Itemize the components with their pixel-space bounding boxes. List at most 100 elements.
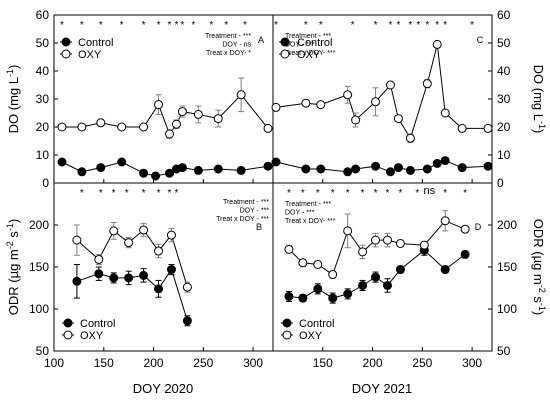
data-point-oxy: [301, 98, 311, 108]
data-point-oxy: [343, 90, 353, 100]
significance-star: *: [304, 20, 308, 31]
x-tick-label: 100: [44, 356, 64, 370]
data-point-control: [483, 161, 493, 171]
stats-line: DOY - ns: [222, 42, 251, 49]
data-point-oxy: [139, 122, 149, 132]
significance-star: *: [157, 20, 161, 31]
significance-star: *: [80, 20, 84, 31]
data-point-oxy: [96, 118, 106, 128]
y-tick-label: 50: [497, 344, 511, 358]
legend-label-control: Control: [297, 37, 332, 49]
significance-star: *: [191, 20, 195, 31]
stats-line: Treat x DOY- ***: [285, 218, 336, 225]
panel-letter: C: [477, 35, 484, 45]
data-point-control: [57, 157, 67, 167]
significance-star: *: [180, 20, 184, 31]
legend-marker-control: [61, 37, 71, 47]
data-point-oxy: [193, 109, 203, 119]
data-point-oxy: [109, 226, 119, 236]
panel-letter: D: [475, 222, 482, 232]
y-tick-label: 0: [42, 176, 49, 190]
data-point-oxy: [124, 238, 134, 248]
significance-star: *: [389, 20, 393, 31]
data-point-oxy: [57, 122, 67, 132]
significance-star: *: [112, 188, 116, 199]
y-tick-label: 150: [29, 260, 49, 274]
data-point-oxy: [371, 97, 381, 107]
significance-star: *: [142, 188, 146, 199]
data-point-oxy: [460, 224, 470, 234]
bottom-left-x-axis-title: DOY 2020: [133, 381, 193, 396]
significance-star: *: [435, 20, 439, 31]
significance-star: *: [243, 20, 247, 31]
data-point-oxy: [313, 259, 323, 269]
significance-star: *: [157, 188, 161, 199]
data-point-control: [124, 273, 134, 283]
data-point-control: [77, 167, 87, 177]
significance-star: *: [120, 20, 124, 31]
data-point-oxy: [385, 80, 395, 90]
data-point-control: [440, 156, 450, 166]
significance-star: *: [168, 20, 172, 31]
data-point-control: [177, 163, 187, 173]
significance-star: *: [374, 188, 378, 199]
data-point-control: [316, 164, 326, 174]
data-point-control: [166, 265, 176, 275]
significance-ns: ns: [423, 185, 435, 197]
data-point-control: [298, 293, 308, 303]
data-point-control: [154, 284, 164, 294]
y-tick-label: 40: [36, 64, 50, 78]
legend-marker-oxy: [61, 49, 71, 59]
data-point-oxy: [213, 114, 223, 124]
data-point-control: [385, 167, 395, 177]
legend-label-control: Control: [80, 318, 115, 330]
y-tick-label: 60: [36, 8, 50, 22]
data-point-oxy: [72, 235, 82, 245]
y-tick-label: 20: [36, 120, 50, 134]
significance-star: *: [168, 188, 172, 199]
data-point-oxy: [94, 254, 104, 264]
data-point-oxy: [263, 123, 273, 133]
data-point-control: [422, 164, 432, 174]
legend-marker-control: [282, 318, 292, 328]
legend-marker-oxy: [282, 330, 292, 340]
y-tick-label: 200: [29, 218, 49, 232]
data-point-oxy: [382, 235, 392, 245]
data-point-control: [284, 291, 294, 301]
data-point-oxy: [164, 129, 174, 139]
data-point-oxy: [177, 107, 187, 117]
data-point-control: [139, 168, 149, 178]
y-tick-label: 30: [497, 92, 511, 106]
x-tick-label: 150: [313, 356, 333, 370]
data-point-control: [432, 158, 442, 168]
x-tick-label: 200: [144, 356, 164, 370]
data-point-control: [182, 316, 192, 326]
data-point-oxy: [271, 102, 281, 112]
data-point-control: [328, 293, 338, 303]
data-point-control: [313, 284, 323, 294]
significance-star: *: [351, 20, 355, 31]
significance-star: *: [425, 20, 429, 31]
data-point-oxy: [393, 114, 403, 124]
significance-star: *: [415, 188, 419, 199]
data-point-control: [72, 276, 82, 286]
significance-star: *: [374, 20, 378, 31]
stats-line: DOY - ***: [240, 208, 270, 215]
significance-star: *: [361, 188, 365, 199]
x-tick-label: 250: [193, 356, 213, 370]
data-point-oxy: [236, 90, 246, 100]
significance-star: *: [416, 20, 420, 31]
data-point-oxy: [351, 115, 361, 125]
data-point-control: [271, 157, 281, 167]
data-point-control: [213, 164, 223, 174]
data-point-control: [457, 163, 467, 173]
significance-star: *: [174, 188, 178, 199]
significance-star: *: [125, 188, 129, 199]
x-tick-label: 300: [243, 356, 263, 370]
data-point-control: [440, 265, 450, 275]
data-point-oxy: [139, 225, 149, 235]
y-tick-label: 150: [497, 260, 517, 274]
significance-star: *: [301, 188, 305, 199]
data-point-control: [109, 273, 119, 283]
